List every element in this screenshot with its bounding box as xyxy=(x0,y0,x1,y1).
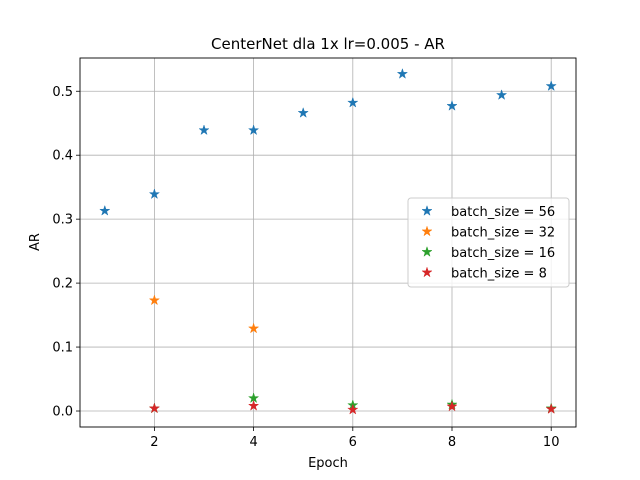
data-point xyxy=(148,188,161,200)
y-tick-label: 0.2 xyxy=(52,277,73,292)
legend-label: batch_size = 32 xyxy=(451,226,555,241)
data-point xyxy=(247,124,260,136)
data-point xyxy=(545,403,557,414)
x-axis-ticks: 2 4 6 8 10 xyxy=(150,427,559,450)
data-point xyxy=(148,294,161,306)
legend-label: batch_size = 8 xyxy=(451,267,547,282)
data-point xyxy=(396,67,409,79)
x-tick-label: 6 xyxy=(349,435,357,450)
grid-lines xyxy=(80,58,576,427)
data-point xyxy=(247,322,260,334)
legend-box xyxy=(407,197,570,288)
data-point xyxy=(297,106,309,118)
y-tick-label: 0.3 xyxy=(52,213,73,228)
data-point xyxy=(148,402,161,414)
data-point xyxy=(247,399,260,411)
legend-marker xyxy=(421,245,433,257)
y-tick-label: 0.5 xyxy=(52,85,73,100)
legend-marker xyxy=(421,266,433,278)
data-point xyxy=(446,400,458,412)
data-point xyxy=(545,80,557,92)
series-2-points xyxy=(148,294,260,334)
data-point xyxy=(446,99,458,111)
x-tick-label: 8 xyxy=(448,435,456,450)
series-4-points xyxy=(148,399,557,415)
y-tick-label: 0.0 xyxy=(52,405,73,420)
legend-label: batch_size = 56 xyxy=(451,205,555,220)
data-point xyxy=(347,403,359,415)
data-point xyxy=(347,96,359,108)
legend-label: batch_size = 16 xyxy=(451,246,555,261)
data-points xyxy=(99,67,557,415)
data-point xyxy=(495,89,508,100)
legend-marker xyxy=(421,225,433,237)
legend: batch_size = 56 batch_size = 32 batch_size… xyxy=(407,197,570,288)
data-point xyxy=(198,124,210,136)
chart-title: CenterNet dla 1x lr=0.005 - AR xyxy=(211,35,445,53)
x-axis-label: Epoch xyxy=(308,456,348,471)
y-tick-label: 0.1 xyxy=(52,341,73,356)
series-1-points xyxy=(99,67,557,216)
x-tick-label: 2 xyxy=(150,435,158,450)
data-point xyxy=(99,204,111,216)
y-tick-label: 0.4 xyxy=(52,149,73,164)
legend-entries: batch_size = 56 batch_size = 32 batch_size… xyxy=(421,204,555,282)
y-axis-ticks: 0.0 0.1 0.2 0.3 0.4 0.5 xyxy=(52,85,80,420)
x-tick-label: 4 xyxy=(249,435,257,450)
y-axis-label: AR xyxy=(28,233,43,251)
plot-frame xyxy=(79,57,577,428)
legend-marker xyxy=(421,204,433,216)
x-tick-label: 10 xyxy=(543,435,560,450)
